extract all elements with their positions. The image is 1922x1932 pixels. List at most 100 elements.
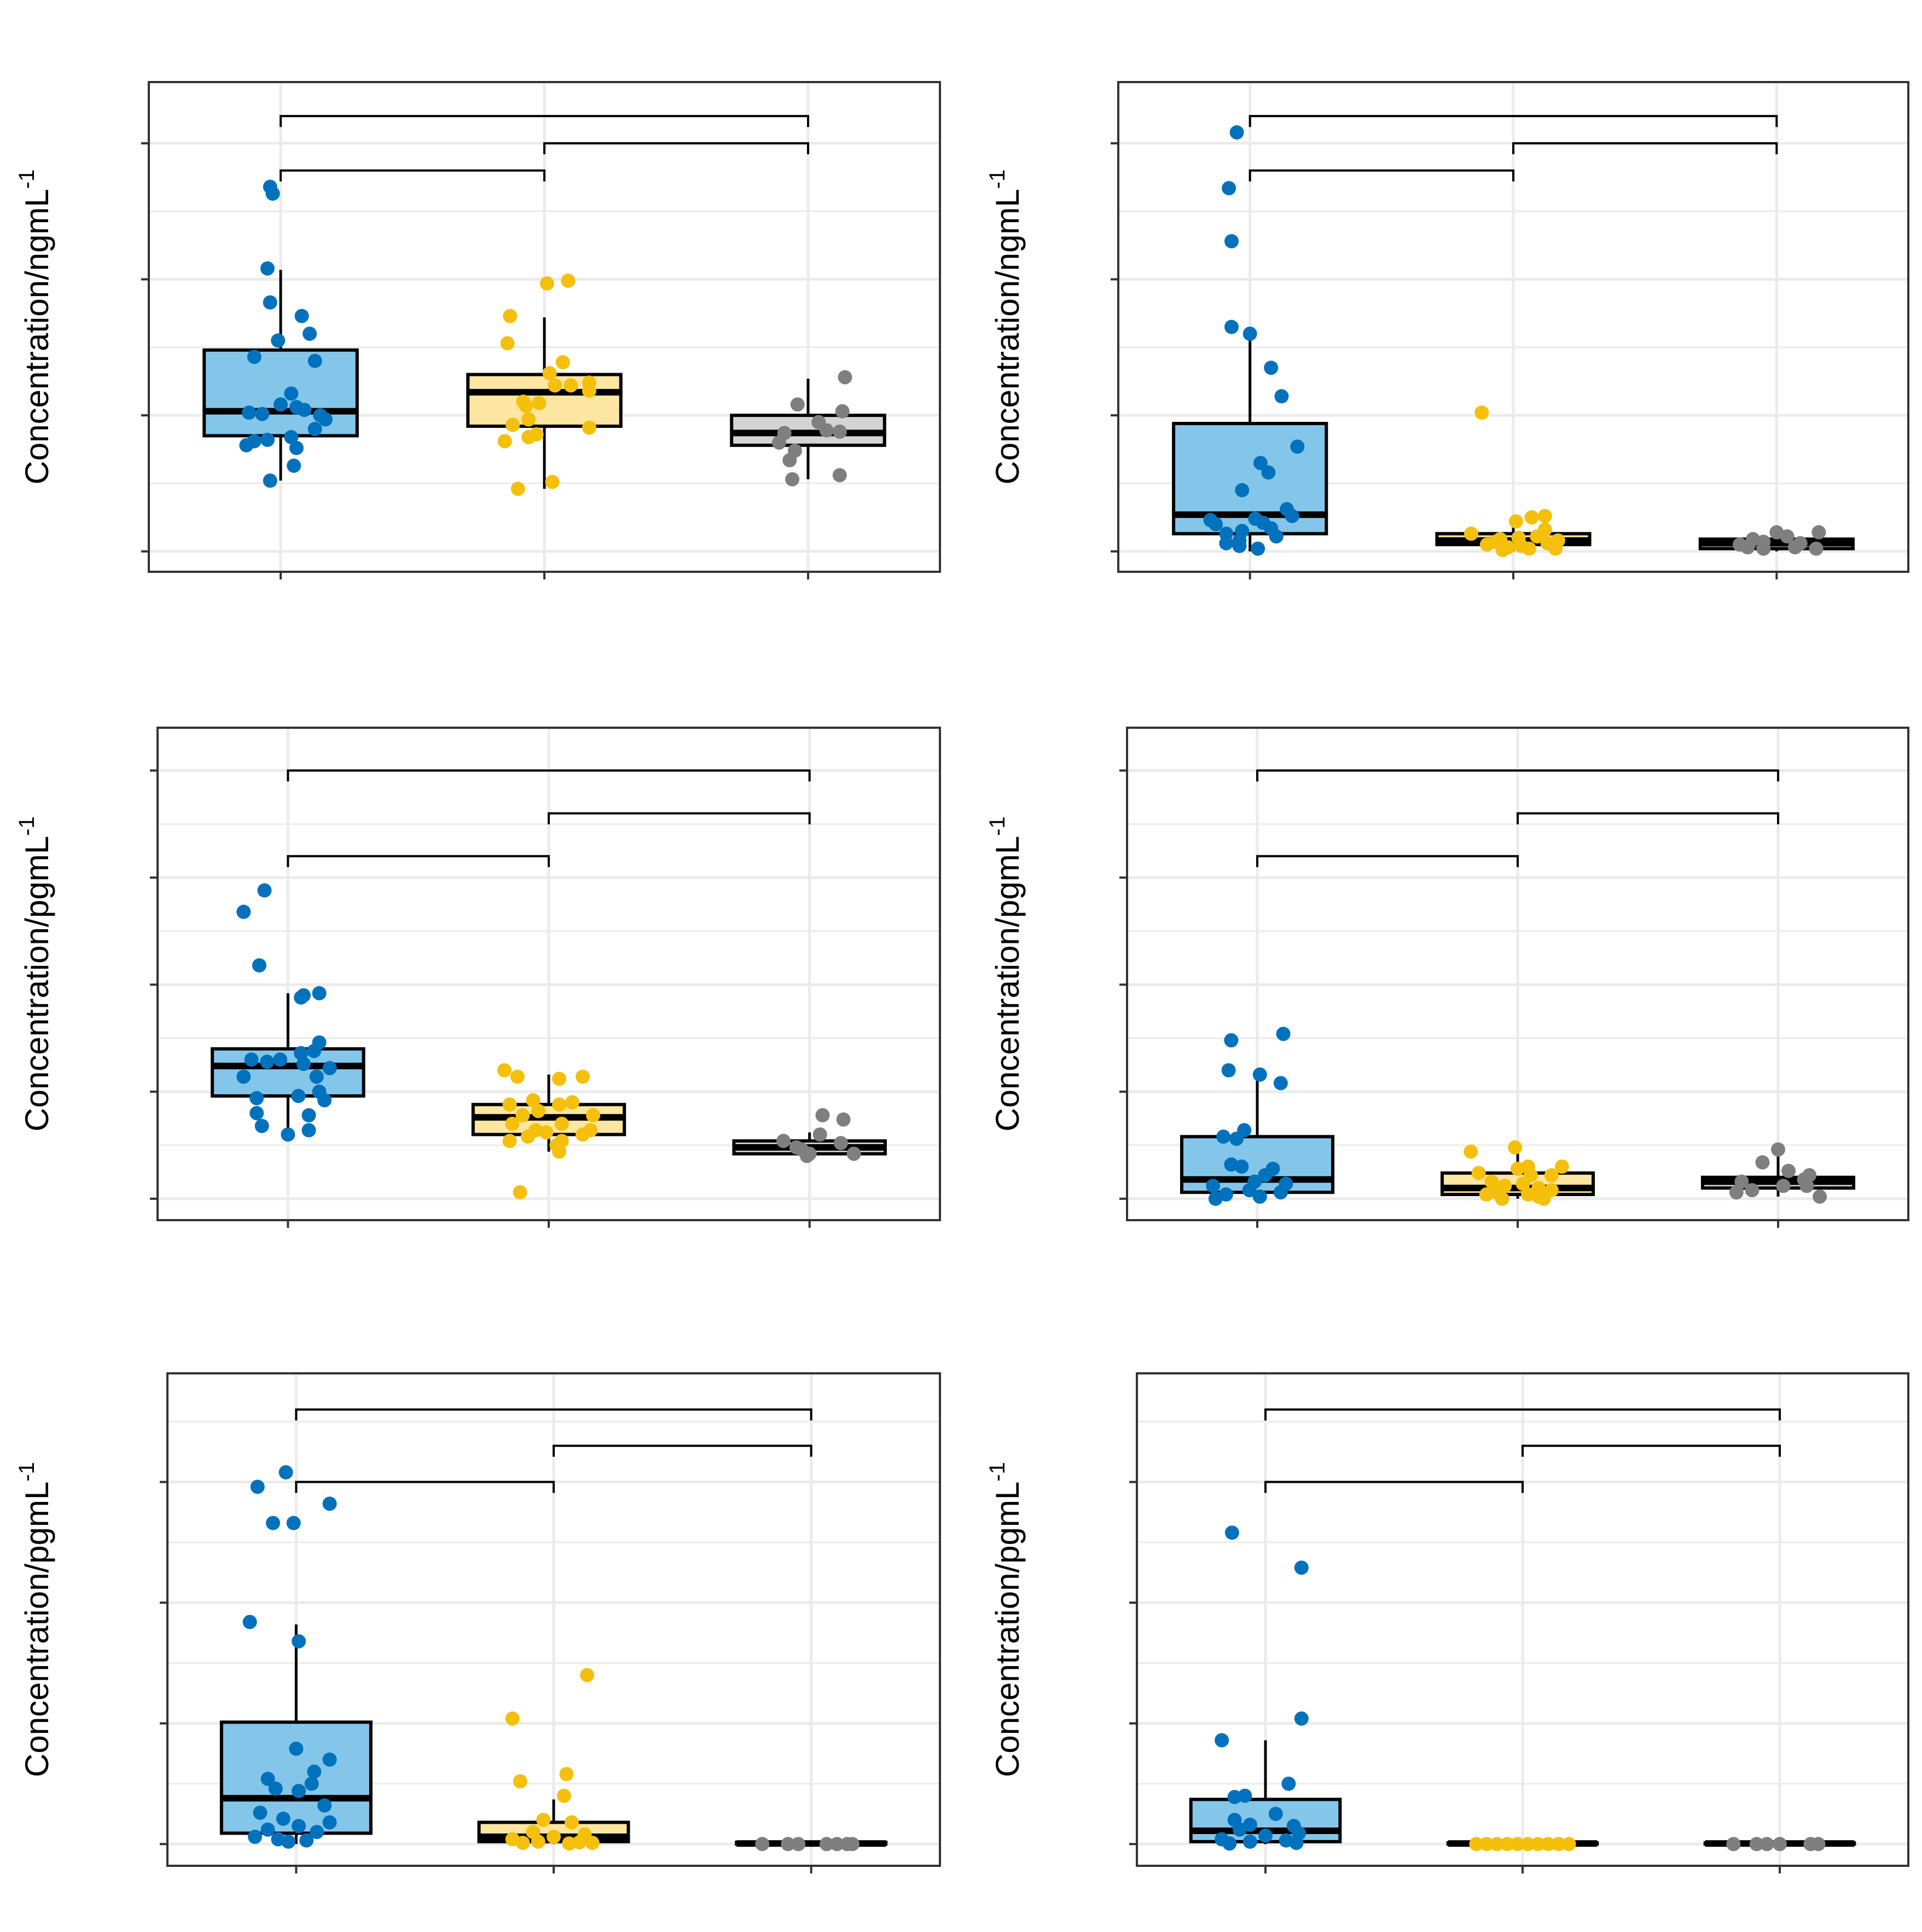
data-point bbox=[542, 366, 557, 381]
data-point bbox=[317, 1093, 332, 1107]
data-point bbox=[301, 1123, 316, 1138]
data-point bbox=[236, 1069, 251, 1084]
chart-panel-4: Concentration/pgmL-1 bbox=[985, 727, 1909, 1228]
data-point bbox=[575, 1127, 590, 1142]
data-point bbox=[1258, 1168, 1273, 1182]
y-axis-label-unit: Concentration/ngmL bbox=[989, 189, 1026, 484]
data-point bbox=[1484, 1174, 1499, 1189]
data-point bbox=[1541, 1837, 1555, 1852]
data-point bbox=[1269, 529, 1284, 544]
data-point bbox=[799, 1148, 814, 1163]
data-point bbox=[248, 1830, 263, 1844]
data-point bbox=[1788, 540, 1803, 555]
significance-bracket bbox=[287, 769, 811, 782]
data-point bbox=[506, 417, 520, 432]
data-point bbox=[513, 1774, 527, 1789]
data-point bbox=[265, 186, 280, 201]
y-axis-label: Concentration/ngmL-1 bbox=[985, 170, 1026, 485]
data-point bbox=[239, 438, 254, 452]
data-point bbox=[515, 1108, 530, 1123]
y-axis-label-exponent: -1 bbox=[15, 1462, 39, 1482]
significance-bracket bbox=[553, 1444, 812, 1457]
data-point bbox=[1219, 536, 1234, 550]
data-point bbox=[287, 459, 301, 473]
data-point bbox=[255, 407, 270, 421]
data-point bbox=[1544, 1168, 1559, 1182]
data-point bbox=[1227, 1790, 1242, 1805]
data-point bbox=[276, 1811, 291, 1826]
data-point bbox=[1274, 389, 1289, 404]
data-point bbox=[322, 1752, 337, 1767]
data-point bbox=[252, 958, 266, 973]
data-point bbox=[1771, 1142, 1785, 1157]
data-point bbox=[1726, 1837, 1741, 1852]
data-point bbox=[1740, 540, 1755, 555]
data-point bbox=[564, 1815, 579, 1830]
data-point bbox=[1490, 1837, 1504, 1852]
data-point bbox=[1221, 1063, 1236, 1078]
significance-bracket bbox=[1517, 812, 1779, 825]
y-axis-label-unit: Concentration/pgmL bbox=[989, 836, 1026, 1132]
data-point bbox=[1780, 529, 1795, 544]
data-point bbox=[1781, 1164, 1796, 1178]
significance-bracket bbox=[280, 115, 809, 127]
data-point bbox=[554, 1116, 569, 1131]
data-point bbox=[1209, 517, 1223, 531]
data-point bbox=[1224, 1033, 1239, 1048]
data-point bbox=[244, 1052, 259, 1067]
data-point bbox=[561, 273, 576, 288]
data-point bbox=[1222, 181, 1236, 195]
data-point bbox=[781, 1837, 795, 1852]
data-point bbox=[790, 397, 805, 412]
data-point bbox=[519, 398, 533, 413]
data-point bbox=[791, 1837, 806, 1852]
significance-bracket bbox=[548, 812, 811, 825]
data-point bbox=[289, 1742, 304, 1756]
data-point bbox=[846, 1146, 861, 1161]
data-point bbox=[1251, 541, 1265, 556]
significance-bracket bbox=[1249, 115, 1778, 127]
data-point bbox=[1734, 1174, 1749, 1189]
data-point bbox=[1508, 514, 1523, 529]
significance-bracket bbox=[1256, 769, 1779, 782]
data-point bbox=[260, 432, 275, 447]
data-point bbox=[297, 403, 312, 417]
data-point bbox=[564, 378, 578, 393]
significance-bracket bbox=[1264, 1408, 1781, 1421]
data-point bbox=[1749, 1837, 1764, 1852]
data-point bbox=[502, 1097, 517, 1112]
significance-bracket bbox=[1256, 855, 1519, 867]
data-point bbox=[771, 435, 786, 450]
y-axis-label-unit: Concentration/pgmL bbox=[19, 1482, 55, 1777]
data-point bbox=[812, 1127, 827, 1142]
data-point bbox=[322, 1061, 337, 1076]
data-point bbox=[1479, 1187, 1494, 1202]
data-point bbox=[552, 1071, 567, 1086]
data-point bbox=[586, 1108, 601, 1123]
chart-panel-6: Concentration/pgmL-1 bbox=[985, 1372, 1909, 1873]
data-point bbox=[253, 1805, 268, 1820]
data-point bbox=[539, 276, 554, 291]
data-point bbox=[236, 904, 251, 919]
data-point bbox=[1510, 1837, 1525, 1852]
data-point bbox=[559, 1767, 574, 1782]
data-point bbox=[1289, 1836, 1304, 1850]
data-point bbox=[1531, 1837, 1546, 1852]
data-point bbox=[1208, 1191, 1223, 1206]
y-axis-label-exponent: -1 bbox=[985, 170, 1009, 189]
data-point bbox=[1756, 541, 1771, 556]
data-point bbox=[1464, 1144, 1478, 1159]
data-point bbox=[271, 333, 286, 348]
data-point bbox=[292, 1819, 306, 1834]
data-point bbox=[1224, 234, 1239, 248]
data-point bbox=[291, 1089, 306, 1104]
data-point bbox=[301, 1108, 316, 1123]
y-axis-label-unit: Concentration/pgmL bbox=[19, 836, 55, 1132]
significance-bracket bbox=[1522, 1444, 1781, 1457]
data-point bbox=[1776, 1179, 1791, 1193]
data-point bbox=[322, 1815, 337, 1830]
significance-bracket bbox=[295, 1408, 812, 1421]
data-point bbox=[1495, 1191, 1509, 1206]
data-point bbox=[547, 1830, 561, 1844]
